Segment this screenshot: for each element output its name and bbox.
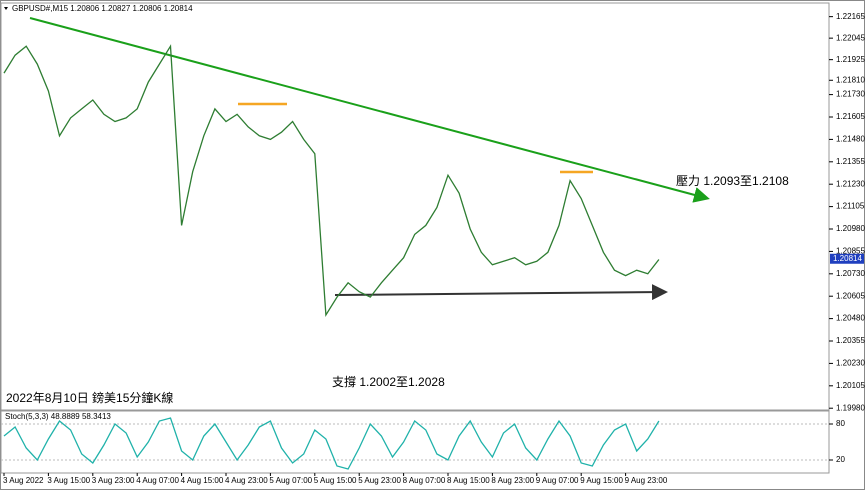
y-tick-label: 1.20855 <box>836 247 865 256</box>
y-tick-label: 1.19980 <box>836 403 865 412</box>
stoch-title: Stoch(5,3,3) 48.8889 58.3413 <box>5 412 111 421</box>
y-tick-label: 1.21355 <box>836 157 865 166</box>
y-tick-label: 1.21105 <box>836 202 865 211</box>
stoch-panel <box>0 410 830 474</box>
x-tick-label: 5 Aug 23:00 <box>358 476 401 485</box>
y-tick-label: 1.21730 <box>836 90 865 99</box>
y-tick-label: 1.20480 <box>836 314 865 323</box>
x-tick-label: 8 Aug 07:00 <box>403 476 446 485</box>
y-tick-label: 1.20105 <box>836 381 865 390</box>
y-tick-label: 1.20605 <box>836 291 865 300</box>
last-price-label: 1.20814 <box>833 254 862 263</box>
y-tick-label: 1.22165 <box>836 12 865 21</box>
y-tick-label: 1.20730 <box>836 269 865 278</box>
y-tick-label: 1.20355 <box>836 336 865 345</box>
x-tick-label: 8 Aug 23:00 <box>491 476 534 485</box>
x-tick-label: 4 Aug 07:00 <box>136 476 179 485</box>
y-tick-label: 1.21230 <box>836 179 865 188</box>
y-tick-label: 1.21810 <box>836 75 865 84</box>
last-price-box <box>830 253 864 264</box>
x-tick-label: 3 Aug 15:00 <box>47 476 90 485</box>
y-tick-label: 1.22045 <box>836 33 865 42</box>
annotation: 壓力 1.2093至1.2108 <box>676 174 789 188</box>
x-tick-label: 9 Aug 07:00 <box>536 476 579 485</box>
support-line <box>334 284 668 301</box>
x-tick-label: 8 Aug 15:00 <box>447 476 490 485</box>
x-tick-label: 4 Aug 15:00 <box>181 476 224 485</box>
annotation: 支撐 1.2002至1.2028 <box>332 375 445 389</box>
x-tick-label: 4 Aug 23:00 <box>225 476 268 485</box>
annotation: 2022年8月10日 鎊美15分鐘K線 <box>6 390 173 405</box>
y-tick-label: 1.21480 <box>836 135 865 144</box>
x-tick-label: 9 Aug 23:00 <box>625 476 668 485</box>
chart-title: GBPUSD#,M15 1.20806 1.20827 1.20806 1.20… <box>12 4 193 13</box>
y-tick-label: 1.21605 <box>836 112 865 121</box>
y-tick-label: 20 <box>836 455 845 464</box>
x-tick-label: 9 Aug 15:00 <box>580 476 623 485</box>
y-tick-label: 1.20230 <box>836 359 865 368</box>
x-tick-label: 5 Aug 15:00 <box>314 476 357 485</box>
x-tick-label: 5 Aug 07:00 <box>269 476 312 485</box>
x-tick-label: 3 Aug 23:00 <box>92 476 135 485</box>
menu-icon[interactable] <box>4 7 8 10</box>
x-tick-label: 3 Aug 2022 <box>3 476 44 485</box>
y-tick-label: 1.20980 <box>836 224 865 233</box>
price-line <box>3 417 660 470</box>
y-tick-label: 1.21925 <box>836 55 865 64</box>
price-line <box>3 44 660 318</box>
y-tick-label: 80 <box>836 419 845 428</box>
resistance-line <box>29 17 710 203</box>
